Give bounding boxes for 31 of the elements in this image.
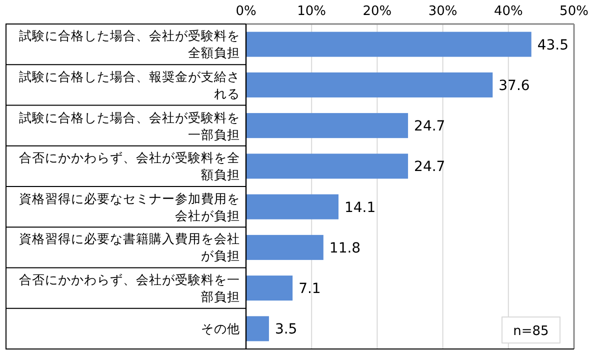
x-tick-label: 50% bbox=[560, 4, 588, 19]
x-tick-label: 0% bbox=[236, 4, 256, 19]
data-label: 37.6 bbox=[498, 78, 530, 94]
bar bbox=[246, 276, 293, 301]
annotation: n=85 bbox=[513, 324, 549, 339]
data-label: 7.1 bbox=[298, 281, 321, 298]
x-tick-label: 30% bbox=[428, 4, 458, 19]
bar bbox=[246, 113, 408, 138]
x-tick-label: 20% bbox=[362, 4, 392, 19]
y-tick-label: 試験に合格した場合、報奨金が支給される bbox=[18, 68, 240, 102]
bar bbox=[246, 194, 338, 220]
data-label: 43.5 bbox=[537, 37, 569, 54]
x-tick-label: 10% bbox=[297, 4, 326, 19]
data-label: 3.5 bbox=[274, 322, 298, 338]
bar bbox=[246, 72, 493, 98]
y-tick-label: 試験に合格した場合、会社が受験料を全額負担 bbox=[18, 27, 240, 62]
bar bbox=[246, 316, 269, 342]
y-tick-label: その他 bbox=[200, 320, 240, 338]
y-tick-label: 資格習得に必要な書籍購入費用を会社が負担 bbox=[18, 230, 240, 264]
data-label: 24.7 bbox=[414, 118, 446, 135]
y-tick-label: 資格習得に必要なセミナー参加費用を会社が負担 bbox=[18, 190, 240, 224]
bar bbox=[246, 32, 532, 57]
bar bbox=[246, 234, 324, 260]
data-label: 11.8 bbox=[329, 240, 361, 256]
y-tick-label: 合否にかかわらず、会社が受験料を一部負担 bbox=[18, 271, 240, 306]
bar bbox=[246, 154, 408, 179]
x-tick-label: 40% bbox=[494, 4, 523, 19]
y-tick-label: 試験に合格した場合、会社が受験料を一部負担 bbox=[18, 108, 240, 143]
data-label: 14.1 bbox=[344, 200, 376, 216]
data-label: 24.7 bbox=[414, 159, 446, 176]
y-tick-label: 合否にかかわらず、会社が受験料を全額負担 bbox=[18, 149, 240, 184]
